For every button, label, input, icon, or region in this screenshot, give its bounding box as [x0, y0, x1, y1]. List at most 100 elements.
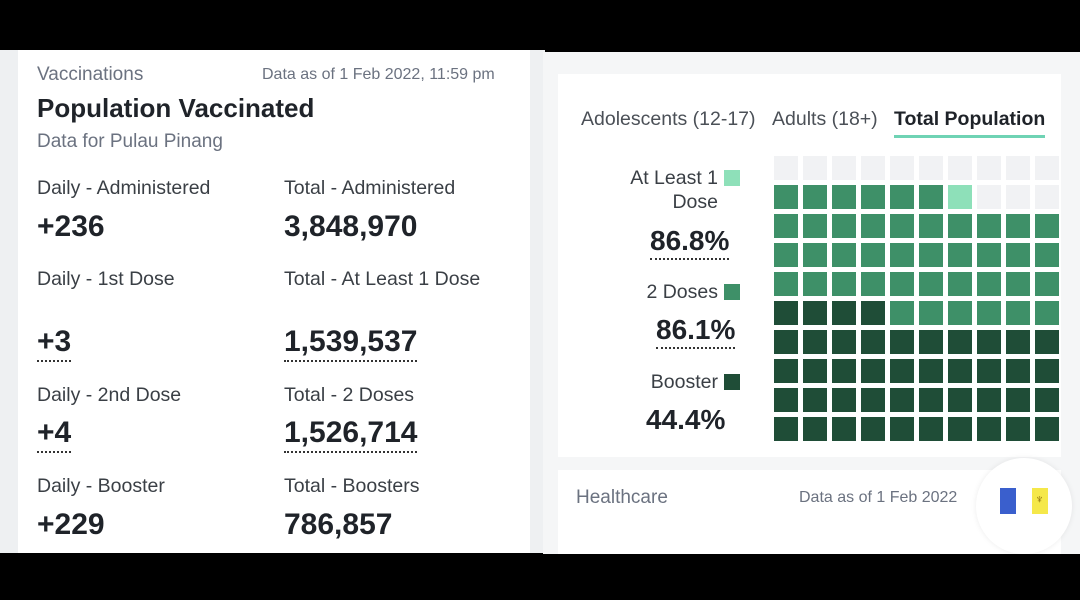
waffle-cell [1035, 388, 1059, 412]
waffle-cell [803, 301, 827, 325]
stat-label: Daily - 1st Dose [37, 268, 175, 290]
waffle-cell [948, 388, 972, 412]
stat-label: Total - At Least 1 Dose [284, 268, 481, 290]
waffle-cell [832, 214, 856, 238]
waffle-cell [861, 272, 885, 296]
waffle-cell [977, 388, 1001, 412]
waffle-cell [948, 156, 972, 180]
pct-booster: 44.4% [646, 404, 726, 435]
waffle-cell [861, 417, 885, 441]
waffle-cell [832, 243, 856, 267]
waffle-cell [803, 156, 827, 180]
stat-value: 786,857 [284, 508, 393, 541]
waffle-cell [803, 330, 827, 354]
region-selector-button[interactable]: ♆ [976, 458, 1072, 554]
waffle-cell [774, 156, 798, 180]
waffle-cell [977, 359, 1001, 383]
waffle-cell [1006, 214, 1030, 238]
tab-adults[interactable]: Adults (18+) [772, 108, 878, 130]
tab-adolescents[interactable]: Adolescents (12-17) [581, 108, 756, 130]
data-date: Data as of 1 Feb 2022, 11:59 pm [262, 66, 495, 83]
stat-label: Daily - Booster [37, 475, 165, 497]
legend-swatch-booster [724, 374, 740, 390]
waffle-cell [832, 330, 856, 354]
waffle-cell [948, 214, 972, 238]
waffle-cell [890, 330, 914, 354]
waffle-cell [803, 388, 827, 412]
waffle-cell [1035, 185, 1059, 209]
stat-value[interactable]: +4 [37, 416, 72, 453]
waffle-cell [919, 330, 943, 354]
stat-value[interactable]: +3 [37, 325, 72, 362]
waffle-cell [919, 417, 943, 441]
waffle-cell [832, 388, 856, 412]
waffle-cell [1006, 330, 1030, 354]
waffle-cell [861, 359, 885, 383]
waffle-cell [948, 243, 972, 267]
stat-label: Total - 2 Doses [284, 384, 415, 406]
waffle-cell [948, 301, 972, 325]
waffle-cell [1035, 243, 1059, 267]
waffle-cell [919, 185, 943, 209]
vaccinations-card: Vaccinations Data as of 1 Feb 2022, 11:5… [18, 50, 530, 553]
waffle-cell [774, 272, 798, 296]
waffle-cell [1035, 359, 1059, 383]
healthcare-date: Data as of 1 Feb 2022 [799, 489, 958, 506]
legend-swatch-2-doses [724, 284, 740, 300]
stat-value: 3,848,970 [284, 210, 418, 243]
waffle-cell [1006, 243, 1030, 267]
waffle-cell [1006, 301, 1030, 325]
waffle-cell [861, 185, 885, 209]
healthcare-card: Healthcare Data as of 1 Feb 2022 ♆ [558, 458, 1072, 554]
legend-swatch-at-least-1 [724, 170, 740, 186]
vaccinations-panel: Vaccinations Data as of 1 Feb 2022, 11:5… [0, 50, 545, 553]
waffle-cell [1035, 156, 1059, 180]
region-subtitle: Data for Pulau Pinang [37, 131, 223, 152]
waffle-cell [774, 359, 798, 383]
waffle-cell [890, 243, 914, 267]
pct-2-doses[interactable]: 86.1% [656, 314, 736, 349]
section-title: Vaccinations [37, 64, 144, 85]
population-panel: Adolescents (12-17) Adults (18+) Total P… [543, 52, 1080, 554]
waffle-cell [890, 185, 914, 209]
waffle-cell [803, 272, 827, 296]
waffle-cell [774, 185, 798, 209]
stat-value: +229 [37, 508, 105, 541]
waffle-cell [803, 185, 827, 209]
waffle-cell [774, 243, 798, 267]
waffle-cell [890, 388, 914, 412]
waffle-cell [948, 272, 972, 296]
stat-label: Total - Administered [284, 177, 456, 199]
waffle-cell [832, 272, 856, 296]
waffle-cell [890, 359, 914, 383]
waffle-cell [1035, 272, 1059, 296]
waffle-cell [861, 243, 885, 267]
waffle-chart [774, 156, 1059, 441]
waffle-cell [977, 330, 1001, 354]
waffle-cell [1006, 272, 1030, 296]
waffle-cell [861, 156, 885, 180]
waffle-cell [1035, 214, 1059, 238]
stat-value[interactable]: 1,526,714 [284, 416, 418, 453]
waffle-cell [977, 214, 1001, 238]
waffle-cell [977, 156, 1001, 180]
waffle-cell [803, 214, 827, 238]
waffle-cell [977, 417, 1001, 441]
waffle-cell [774, 214, 798, 238]
waffle-cell [919, 214, 943, 238]
stat-value: +236 [37, 210, 105, 243]
waffle-cell [774, 301, 798, 325]
waffle-cell [890, 272, 914, 296]
waffle-cell [948, 185, 972, 209]
waffle-card: Adolescents (12-17) Adults (18+) Total P… [558, 74, 1061, 457]
stat-value[interactable]: 1,539,537 [284, 325, 418, 362]
waffle-cell [1006, 359, 1030, 383]
waffle-cell [1006, 388, 1030, 412]
waffle-cell [977, 243, 1001, 267]
tab-total-population[interactable]: Total Population [894, 108, 1046, 138]
waffle-cell [890, 156, 914, 180]
waffle-cell [861, 214, 885, 238]
waffle-cell [1035, 330, 1059, 354]
waffle-cell [832, 417, 856, 441]
pct-at-least-1[interactable]: 86.8% [650, 225, 730, 260]
